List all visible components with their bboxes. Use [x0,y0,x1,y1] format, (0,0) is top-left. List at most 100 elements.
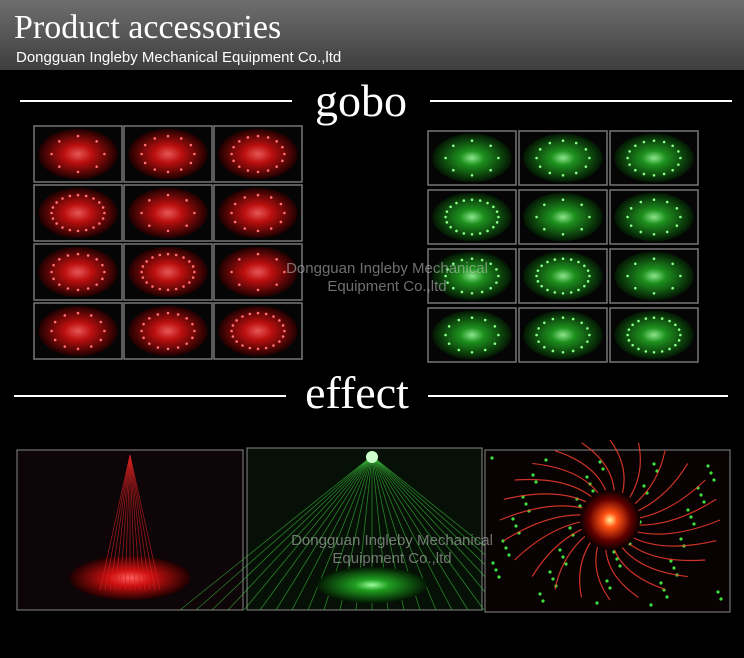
gobo-dot [50,211,53,215]
gobo-dot [189,143,193,147]
gobo-dot [495,221,499,224]
gobo-dot [174,287,178,291]
gobo-dot [145,260,148,263]
gobo-dot [243,196,247,199]
gobo-dot [176,346,180,349]
gobo-dot [492,225,495,229]
gobo-dot [275,140,278,143]
gobo-dot [629,207,633,210]
gobo-glow [432,192,512,242]
gobo-dot [457,348,461,352]
effect-photos [16,439,731,613]
gobo-dot [230,329,233,333]
gobo-dot [51,217,55,220]
gobo-dot [652,173,656,177]
gobo-dot [553,258,557,261]
beam [243,455,373,611]
gobo-dot [275,283,278,286]
gobo-glow [523,251,603,301]
gobo-dot [470,232,474,236]
header-bar [0,0,744,70]
beam [119,454,131,591]
beam [275,455,373,611]
gobo-dot [153,168,157,171]
gobo-dot [230,211,233,215]
beam [371,455,485,611]
gobo-dot [166,252,170,256]
gobo-dot [480,258,484,262]
gobo-dot [470,257,474,261]
gobo-dot [561,232,565,236]
gobo-dot [264,312,268,316]
gobo-dot [677,328,681,331]
gobo-dot [569,258,573,261]
gobo-dot [546,260,549,264]
star-dot [706,464,710,468]
gobo-dot [256,347,260,351]
gobo-dot [179,137,183,140]
gobo-dot [156,346,160,349]
gobo-dot [52,277,55,281]
gobo-dot [637,347,640,351]
gobo-dot [444,156,447,160]
gobo-dot [584,148,588,151]
gobo-dot [637,319,640,323]
gobo-dot [95,165,98,168]
gobo-dot [536,269,540,272]
gobo-dot [99,338,103,342]
gobo-dot [256,229,260,233]
gobo-dot [232,159,235,163]
gobo-dot [660,350,664,353]
page-title: Product accessories [14,9,281,46]
gobo-dot [55,201,58,204]
gobo-dot [272,344,275,347]
gobo-dot [627,328,631,331]
gobo-dot [61,197,64,200]
gobo-dot [574,171,578,175]
gobo-dot [551,317,555,321]
gobo-dot [266,136,270,139]
gobo-dot [193,329,196,333]
gobo-dot [52,263,55,267]
gobo-dot [586,327,589,330]
gobo-dot [652,198,656,202]
gobo-dot [652,350,656,354]
gobo-dot [548,141,552,145]
gobo-glow [614,192,694,242]
gobo-dot [627,339,631,342]
gobo-dot [58,140,61,143]
star-dot [531,473,535,477]
watermark: Dongguan Ingleby Mechanical [291,532,493,549]
gobo-dot [256,170,260,174]
star-dot [490,456,494,460]
gobo-dot [493,325,497,328]
star-dot [669,559,673,563]
gobo-dot [483,348,487,352]
gobo-dot [231,324,235,327]
star-dot [702,500,706,504]
star-dot [652,462,656,466]
gobo-dot [569,291,573,294]
gobo-dot [444,215,447,219]
beam [129,454,151,591]
gobo-dot [671,286,674,290]
gobo-dot [76,170,80,174]
gobo-dot [158,287,162,291]
gobo-dot [462,199,466,202]
gobo-dot [148,342,151,345]
beam [114,454,131,591]
gobo-dot [98,201,101,204]
gobo-dot [634,144,637,148]
gobo-dot [447,325,451,328]
gobo-dot [233,220,237,224]
star-dot [601,467,605,471]
gobo-dot [675,207,679,210]
gobo-dot [574,141,578,145]
beam [124,454,131,591]
gobo-dot [652,232,656,236]
star-dot [605,579,609,583]
gobo-dot [470,198,474,202]
gobo-dot [588,156,591,160]
gobo-dot [272,315,275,318]
gobo-dot [246,169,250,172]
